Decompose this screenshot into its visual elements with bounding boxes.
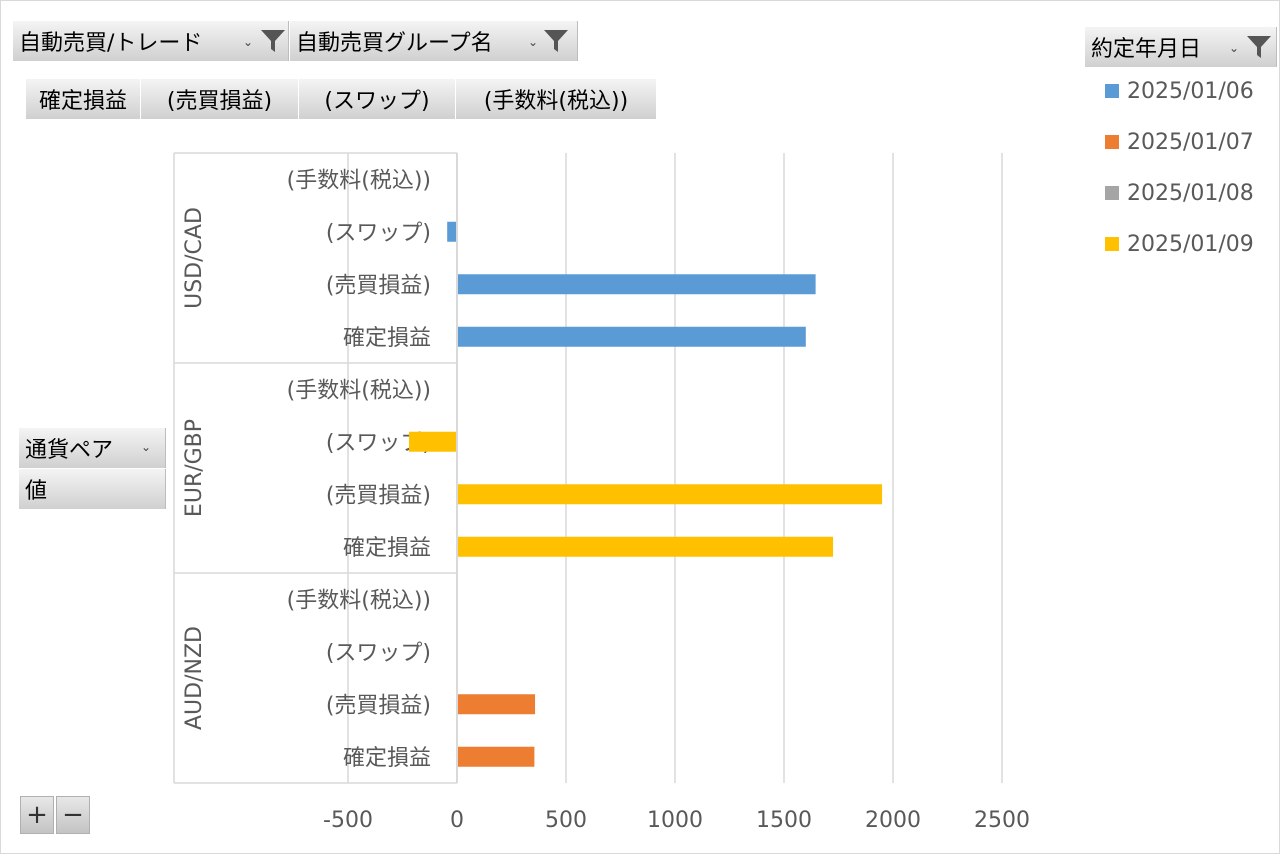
value-button-trade-pl[interactable]: (売買損益) [141, 79, 299, 119]
filter-button-currency-pair[interactable]: 通貨ペア ⌄ [19, 428, 166, 468]
group-label: EUR/GBP [182, 419, 207, 517]
dropdown-icon[interactable]: ⌄ [141, 440, 152, 454]
category-label: (手数料(税込)) [287, 168, 431, 193]
bar [457, 326, 806, 347]
x-tick-label: 0 [450, 808, 464, 833]
bar [457, 746, 535, 767]
bar [409, 431, 457, 452]
x-tick-label: -500 [323, 808, 373, 833]
category-label: (売買損益) [326, 483, 431, 508]
filter-label: 自動売買/トレード [19, 31, 203, 56]
filter-label: 値 [25, 479, 48, 504]
x-tick-label: 1500 [756, 808, 812, 833]
value-button-realized-pl[interactable]: 確定損益 [26, 79, 141, 119]
legend-entry[interactable]: 2025/01/09 [1105, 229, 1254, 259]
legend-swatch [1105, 237, 1119, 251]
legend-entry[interactable]: 2025/01/08 [1105, 178, 1254, 208]
filter-button-trade-date[interactable]: 約定年月日 ⌄ [1085, 27, 1277, 67]
values-field-button[interactable]: 値 [19, 469, 166, 509]
legend-entry[interactable]: 2025/01/07 [1105, 127, 1254, 157]
legend-swatch [1105, 135, 1119, 149]
category-label: (売買損益) [326, 693, 431, 718]
x-tick-label: 1000 [647, 808, 703, 833]
filter-label: 約定年月日 [1091, 37, 1202, 62]
category-label: 確定損益 [343, 746, 431, 771]
value-button-commission[interactable]: (手数料(税込)) [456, 79, 657, 119]
category-label: (手数料(税込)) [287, 588, 431, 613]
group-label: USD/CAD [182, 207, 207, 309]
group-label: AUD/NZD [182, 626, 207, 730]
x-tick-label: 2500 [974, 808, 1030, 833]
filter-label: 通貨ペア [25, 438, 114, 463]
legend-entry[interactable]: 2025/01/06 [1105, 76, 1254, 106]
collapse-button[interactable]: − [56, 796, 90, 834]
dropdown-icon[interactable]: ⌄ [243, 35, 254, 49]
filter-button-auto-trade-group[interactable]: 自動売買グループ名 ⌄ [290, 21, 578, 61]
category-label: 確定損益 [343, 326, 431, 351]
bar [457, 484, 883, 505]
legend-label: 2025/01/07 [1127, 129, 1254, 155]
filter-funnel-icon[interactable] [259, 27, 287, 55]
bar [457, 694, 536, 715]
bar [457, 536, 834, 557]
dropdown-icon[interactable]: ⌄ [1229, 41, 1240, 55]
legend-swatch [1105, 84, 1119, 98]
expand-button[interactable]: + [20, 796, 54, 834]
x-tick-label: 500 [545, 808, 587, 833]
category-label: (スワップ) [326, 641, 431, 666]
legend-swatch [1105, 186, 1119, 200]
bar [457, 274, 816, 295]
legend-label: 2025/01/09 [1127, 231, 1254, 257]
category-label: (スワップ) [326, 221, 431, 246]
bar [447, 221, 457, 242]
category-label: (手数料(税込)) [287, 378, 431, 403]
legend-label: 2025/01/08 [1127, 180, 1254, 206]
filter-label: 自動売買グループ名 [296, 31, 493, 56]
value-button-swap[interactable]: (スワップ) [299, 79, 456, 119]
x-tick-label: 2000 [865, 808, 921, 833]
dropdown-icon[interactable]: ⌄ [528, 35, 539, 49]
filter-button-auto-trade[interactable]: 自動売買/トレード ⌄ [13, 21, 289, 61]
category-label: 確定損益 [343, 536, 431, 561]
filter-funnel-icon[interactable] [1245, 33, 1273, 61]
legend-label: 2025/01/06 [1127, 78, 1254, 104]
filter-funnel-icon[interactable] [542, 27, 570, 55]
category-label: (売買損益) [326, 273, 431, 298]
